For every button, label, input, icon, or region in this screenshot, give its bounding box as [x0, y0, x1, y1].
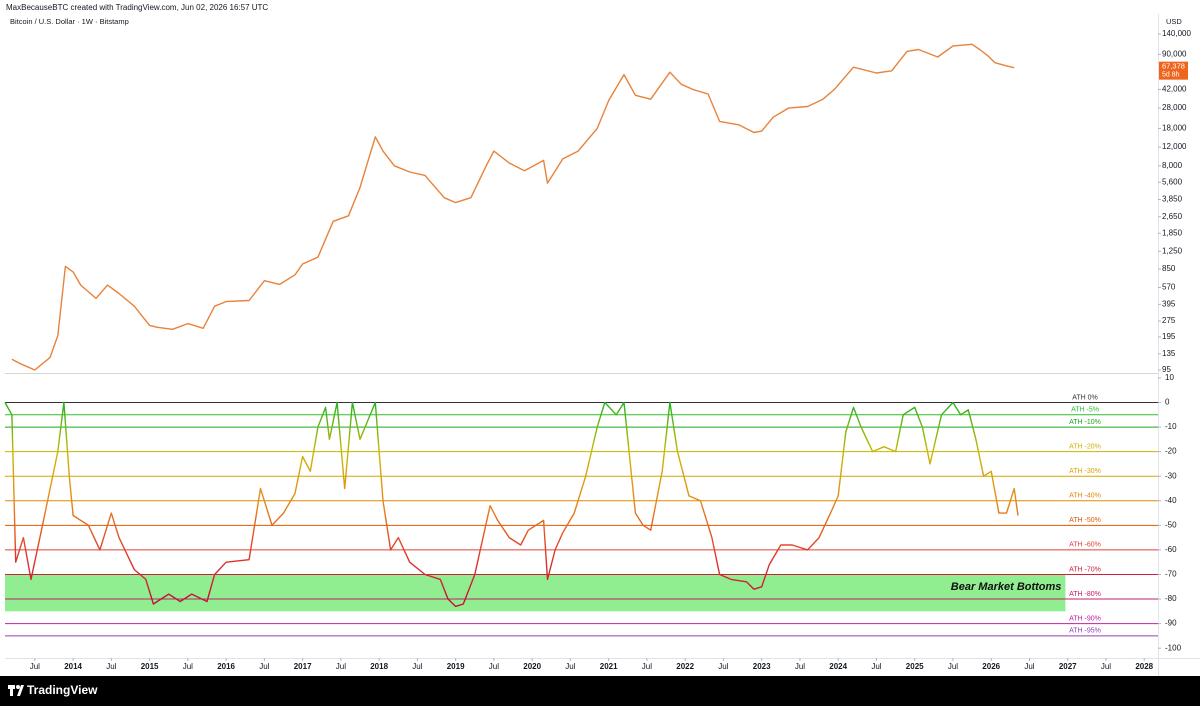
y-tick-label: -80 — [1165, 594, 1177, 603]
x-tick-label: 2028 — [1135, 662, 1153, 671]
y-tick-label: 28,000 — [1162, 103, 1187, 112]
zone-label: Bear Market Bottoms — [951, 581, 1062, 593]
last-price-label: 67,378 — [1162, 62, 1185, 71]
y-tick-label: -40 — [1165, 496, 1177, 505]
x-tick-label: 2024 — [829, 662, 847, 671]
x-tick-label: 2025 — [906, 662, 924, 671]
y-tick-label: 8,000 — [1162, 161, 1183, 170]
x-tick-label: Jul — [642, 662, 652, 671]
x-tick-label: Jul — [795, 662, 805, 671]
y-tick-label: -60 — [1165, 545, 1177, 554]
y-tick-label: 12,000 — [1162, 142, 1187, 151]
x-tick-label: Jul — [106, 662, 116, 671]
x-tick-label: Jul — [30, 662, 40, 671]
y-tick-label: -90 — [1165, 619, 1177, 628]
y-tick-label: 1,850 — [1162, 228, 1183, 237]
x-tick-label: Jul — [565, 662, 575, 671]
level-label: ATH -30% — [1069, 468, 1101, 475]
y-tick-label: 195 — [1162, 332, 1176, 341]
level-label: ATH -90% — [1069, 615, 1101, 622]
y-tick-label: 1,250 — [1162, 246, 1183, 255]
level-label: ATH -5% — [1071, 407, 1099, 414]
x-tick-label: Jul — [948, 662, 958, 671]
y-tick-label: 395 — [1162, 299, 1176, 308]
x-tick-label: 2014 — [64, 662, 82, 671]
y-tick-label: 570 — [1162, 283, 1176, 292]
y-tick-label: 135 — [1162, 349, 1176, 358]
level-label: ATH -95% — [1069, 628, 1101, 635]
level-label: ATH -80% — [1069, 591, 1101, 598]
x-tick-label: Jul — [1024, 662, 1034, 671]
y-tick-label: -20 — [1165, 447, 1177, 456]
x-tick-label: 2015 — [141, 662, 159, 671]
logo-part — [10, 689, 13, 696]
x-tick-label: 2018 — [370, 662, 388, 671]
x-tick-label: 2020 — [523, 662, 541, 671]
y-tick-label: -100 — [1165, 643, 1182, 652]
x-tick-label: 2023 — [753, 662, 771, 671]
y-tick-label: 95 — [1162, 365, 1171, 374]
y-tick-label: 90,000 — [1162, 49, 1187, 58]
level-label: ATH -70% — [1069, 566, 1101, 573]
x-tick-label: 2016 — [217, 662, 235, 671]
x-tick-label: Jul — [718, 662, 728, 671]
level-label: ATH -20% — [1069, 443, 1101, 450]
x-tick-label: Jul — [259, 662, 269, 671]
y-tick-label: 18,000 — [1162, 124, 1187, 133]
x-tick-label: Jul — [871, 662, 881, 671]
countdown-label: 5d 8h — [1162, 72, 1180, 79]
x-tick-label: 2026 — [982, 662, 1000, 671]
data-line — [4, 401, 1019, 608]
x-tick-label: Jul — [412, 662, 422, 671]
x-tick-label: Jul — [336, 662, 346, 671]
y-tick-label: 42,000 — [1162, 85, 1187, 94]
symbol-title: Bitcoin / U.S. Dollar · 1W · Bitstamp — [10, 17, 129, 26]
data-line — [11, 43, 1015, 371]
level-label: ATH -10% — [1069, 419, 1101, 426]
y-tick-label: -50 — [1165, 520, 1177, 529]
x-tick-label: Jul — [489, 662, 499, 671]
y-tick-label: 3,850 — [1162, 195, 1183, 204]
y-tick-label: 2,650 — [1162, 212, 1183, 221]
level-label: ATH -60% — [1069, 542, 1101, 549]
currency-label: USD — [1166, 17, 1182, 26]
logo-part — [17, 685, 24, 696]
y-tick-label: 5,600 — [1162, 177, 1183, 186]
y-tick-label: 275 — [1162, 316, 1176, 325]
attribution: MaxBecauseBTC created with TradingView.c… — [6, 3, 268, 12]
y-tick-label: 10 — [1165, 373, 1174, 382]
last-price-badge — [1159, 61, 1188, 80]
logo-part — [16, 685, 20, 689]
y-tick-label: -70 — [1165, 570, 1177, 579]
brand-logo — [8, 685, 24, 696]
y-tick-label: -30 — [1165, 471, 1177, 480]
x-tick-label: Jul — [183, 662, 193, 671]
level-label: ATH -50% — [1069, 517, 1101, 524]
x-tick-label: Jul — [1101, 662, 1111, 671]
y-tick-label: 0 — [1165, 398, 1170, 407]
x-tick-label: 2021 — [600, 662, 618, 671]
footer-bar — [0, 676, 1200, 706]
x-tick-label: 2019 — [447, 662, 465, 671]
bear-zone — [5, 574, 1066, 612]
x-tick-label: 2022 — [676, 662, 694, 671]
x-tick-label: 2027 — [1059, 662, 1077, 671]
y-tick-label: 140,000 — [1162, 29, 1191, 38]
brand: TradingView — [27, 683, 98, 697]
level-label: ATH 0% — [1072, 394, 1098, 401]
x-tick-label: 2017 — [294, 662, 312, 671]
y-tick-label: 850 — [1162, 264, 1176, 273]
logo-part — [8, 685, 15, 689]
level-label: ATH -40% — [1069, 493, 1101, 500]
y-tick-label: -10 — [1165, 422, 1177, 431]
